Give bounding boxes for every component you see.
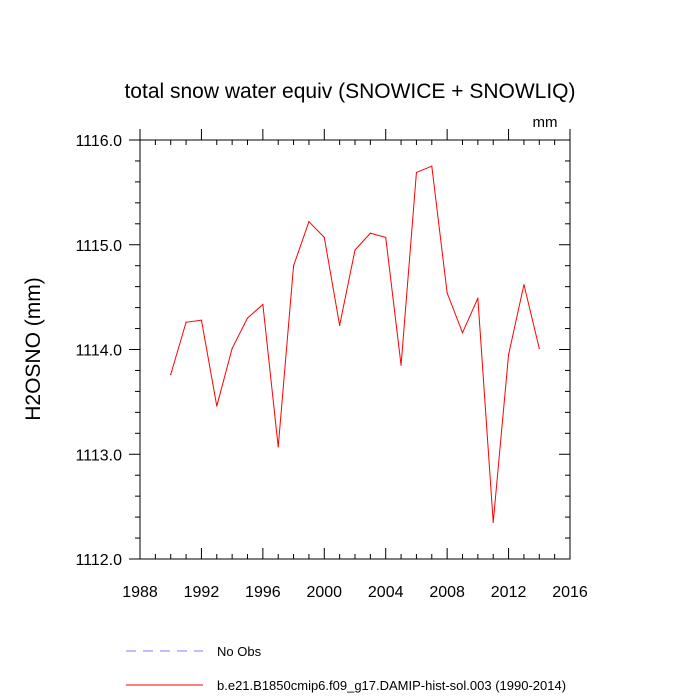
- x-tick-label: 1988: [122, 584, 158, 601]
- plot-frame: [139, 139, 571, 560]
- data-point: [262, 303, 264, 306]
- y-tick-label: 1115.0: [75, 238, 122, 255]
- data-point: [200, 319, 203, 321]
- x-tick-label: 2000: [306, 584, 342, 601]
- y-axis-label: H2OSNO (mm): [22, 277, 45, 421]
- data-point: [415, 171, 418, 174]
- series-line: [170, 165, 540, 523]
- tick-labels: 1988 1992 1996 2000 2004 2008 2012 2016 1112.0 11…: [75, 133, 587, 601]
- data-point: [323, 236, 325, 239]
- x-tick-label: 1992: [184, 584, 220, 601]
- data-point: [354, 249, 356, 251]
- y-tick-label: 1113.0: [75, 447, 122, 464]
- legend: No Obs b.e21.B1850cmip6.f09_g17.DAMIP-his…: [126, 644, 566, 693]
- data-point: [246, 317, 249, 319]
- data-point: [431, 165, 433, 167]
- x-tick-label: 2008: [429, 584, 465, 601]
- data-point: [477, 297, 479, 299]
- data-point: [461, 332, 464, 334]
- y-tick-label: 1116.0: [75, 133, 122, 150]
- x-tick-label: 1996: [245, 584, 281, 601]
- data-point: [277, 446, 279, 448]
- data-point: [231, 347, 233, 350]
- chart-title: total snow water equiv (SNOWICE + SNOWLI…: [124, 80, 575, 103]
- legend-label: No Obs: [217, 644, 262, 659]
- data-point: [216, 405, 218, 407]
- x-tick-label: 2016: [552, 584, 588, 601]
- data-point: [492, 521, 494, 523]
- y-tick-label: 1112.0: [75, 552, 122, 569]
- data-point: [446, 292, 448, 294]
- legend-label: b.e21.B1850cmip6.f09_g17.DAMIP-hist-sol.…: [217, 678, 566, 693]
- data-point: [170, 374, 172, 376]
- data-point: [339, 324, 341, 327]
- data-point: [523, 283, 525, 286]
- y-tick-label: 1114.0: [75, 343, 122, 360]
- data-point: [507, 354, 510, 356]
- data-series: [170, 165, 540, 523]
- data-point: [538, 347, 540, 350]
- units-label: mm: [533, 114, 558, 131]
- plot-area: [139, 139, 571, 560]
- x-tick-label: 2004: [368, 584, 404, 601]
- x-tick-label: 2012: [491, 584, 527, 601]
- data-point: [369, 232, 371, 234]
- data-point: [292, 265, 295, 267]
- data-point: [400, 364, 402, 366]
- data-point: [185, 321, 187, 323]
- data-point: [385, 236, 387, 239]
- axis-ticks: [129, 129, 571, 560]
- data-point: [308, 221, 310, 223]
